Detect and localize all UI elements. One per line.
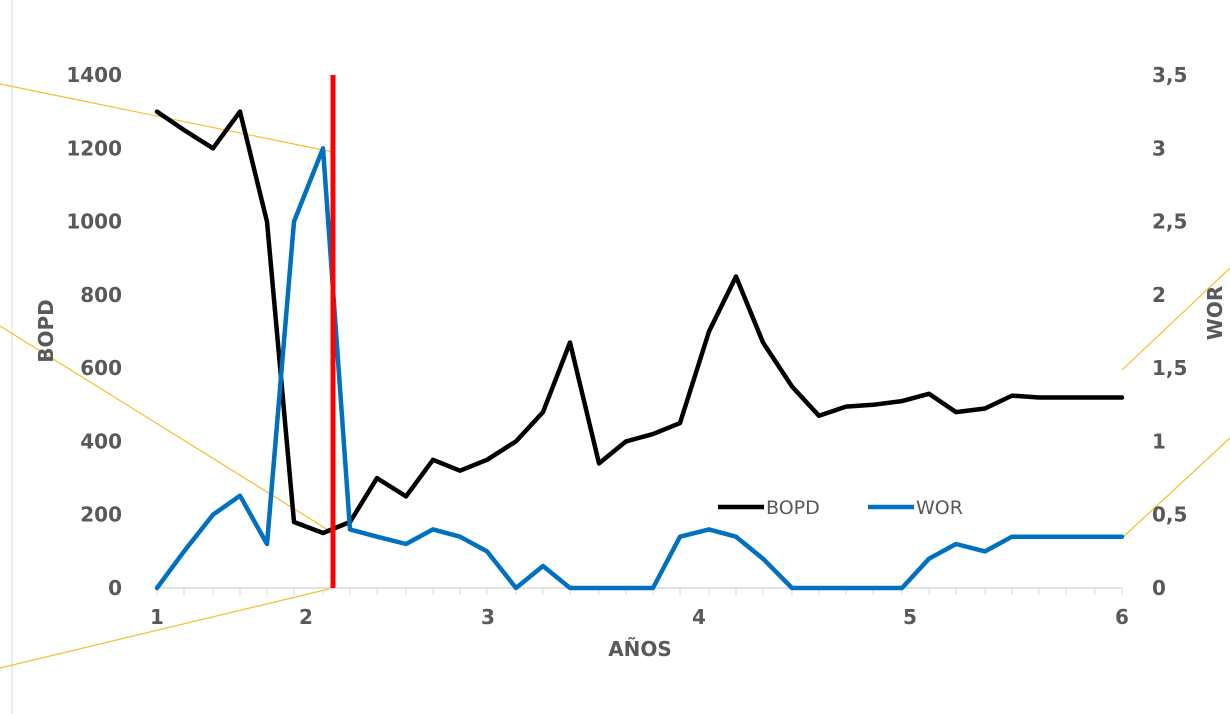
guide-line — [0, 325, 334, 534]
y-right-tick-label: 0,5 — [1152, 503, 1187, 527]
y-left-tick-label: 600 — [80, 356, 122, 380]
y-axis-left-title: BOPD — [34, 299, 58, 363]
y-right-tick-label: 3,5 — [1152, 63, 1187, 87]
x-tick-label: 1 — [150, 605, 164, 629]
guide-line — [1121, 437, 1230, 539]
y-left-tick-label: 1200 — [66, 136, 122, 160]
y-axis-right-title: WOR — [1203, 286, 1227, 340]
y-left-tick-label: 800 — [80, 283, 122, 307]
x-tick-label: 5 — [903, 605, 917, 629]
y-right-tick-label: 2,5 — [1152, 210, 1187, 234]
x-tick-label: 6 — [1115, 605, 1129, 629]
series-line-bopd — [154, 109, 1125, 536]
x-axis-title: AÑOS — [608, 637, 672, 661]
y-axis-left: 0 200 400 600 800 1000 1200 1400 — [66, 63, 122, 600]
legend: BOPD WOR — [718, 497, 963, 519]
y-right-tick-label: 1,5 — [1152, 356, 1187, 380]
x-tick-label: 2 — [299, 605, 313, 629]
x-tick-label: 4 — [692, 605, 706, 629]
y-left-tick-label: 0 — [108, 576, 122, 600]
y-left-tick-label: 1000 — [66, 210, 122, 234]
legend-label-bopd: BOPD — [766, 497, 820, 519]
guide-line — [1121, 267, 1230, 371]
series-line-wor — [154, 146, 1125, 591]
series-layer — [154, 109, 1125, 591]
y-left-tick-label: 400 — [80, 429, 122, 453]
x-axis: 1 2 3 4 5 6 — [150, 587, 1129, 629]
x-tick-label: 3 — [481, 605, 495, 629]
y-left-tick-label: 1400 — [66, 63, 122, 87]
legend-label-wor: WOR — [916, 497, 963, 519]
y-right-tick-label: 0 — [1152, 576, 1166, 600]
guide-line — [0, 587, 334, 669]
y-right-tick-label: 2 — [1152, 283, 1166, 307]
y-axis-right: 0 0,5 1 1,5 2 2,5 3 3,5 — [1152, 63, 1187, 600]
y-left-tick-label: 200 — [80, 503, 122, 527]
annotation-guide-lines — [0, 83, 1230, 669]
y-right-tick-label: 1 — [1152, 429, 1166, 453]
y-right-tick-label: 3 — [1152, 136, 1166, 160]
